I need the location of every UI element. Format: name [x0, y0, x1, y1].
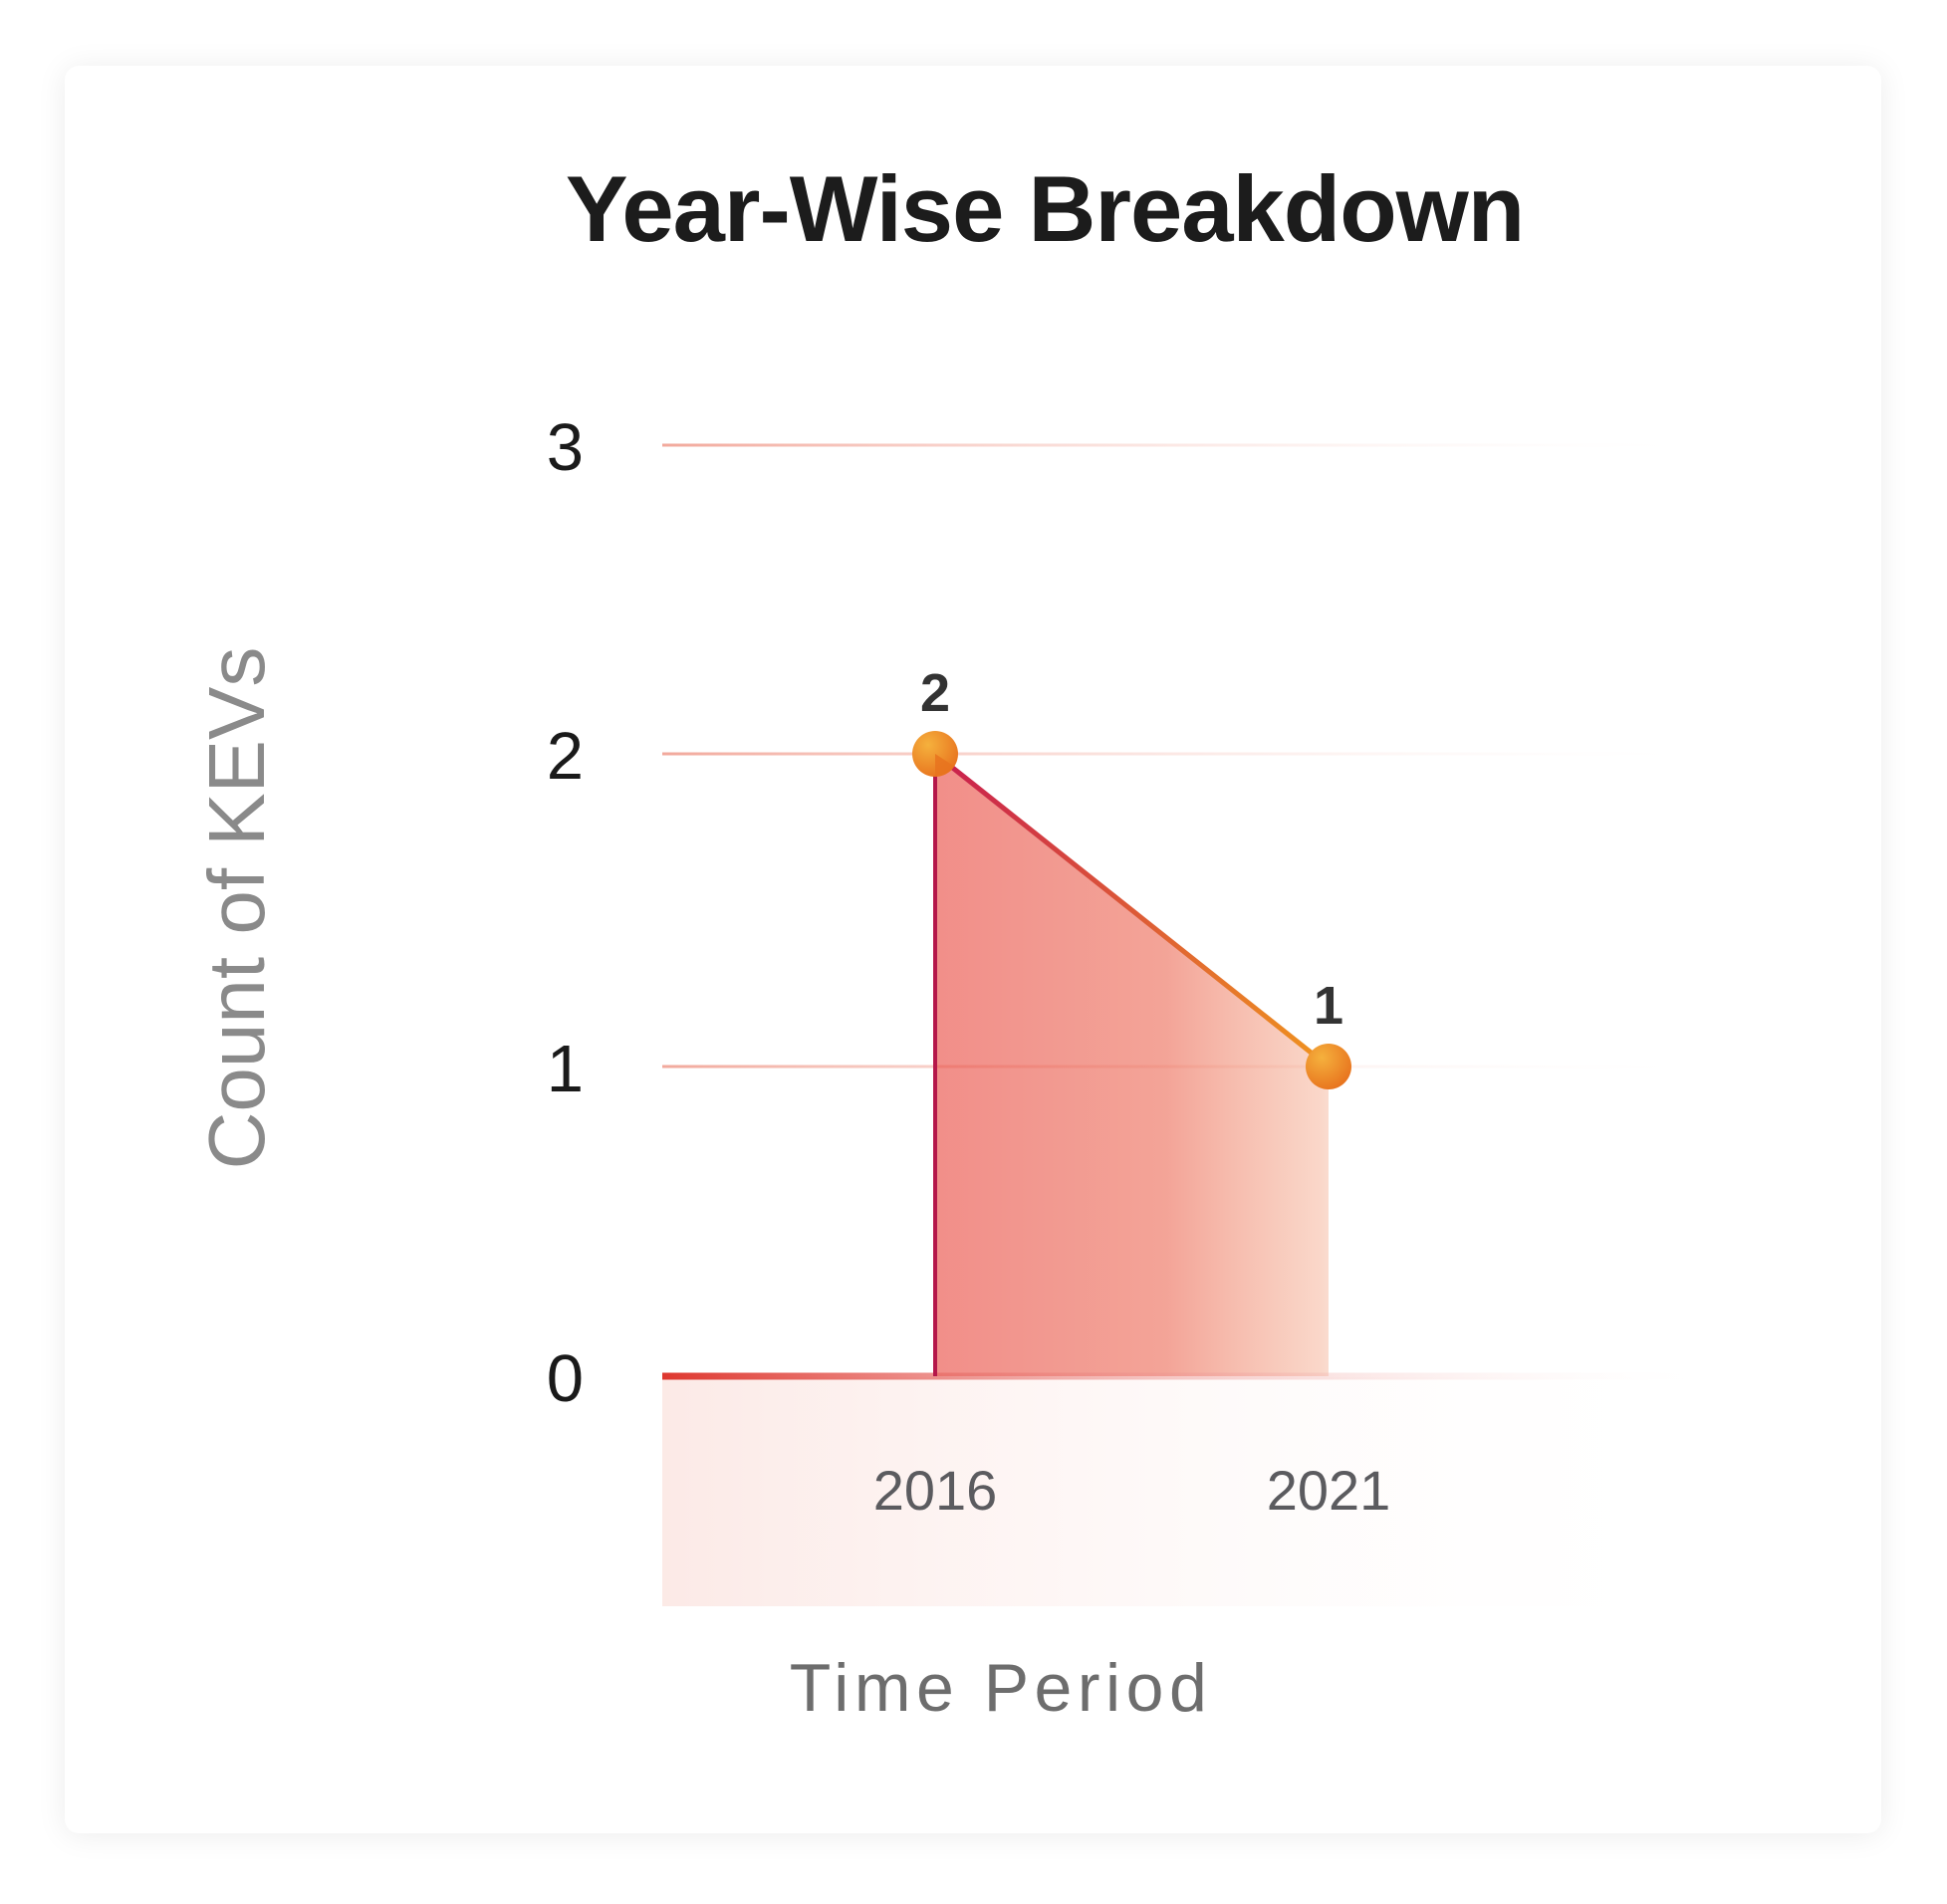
svg-text:2016: 2016 — [873, 1459, 998, 1522]
svg-text:0: 0 — [547, 1341, 584, 1416]
svg-text:1: 1 — [1314, 976, 1343, 1036]
svg-text:3: 3 — [547, 410, 584, 485]
svg-text:2021: 2021 — [1267, 1459, 1391, 1522]
svg-text:1: 1 — [547, 1032, 584, 1106]
svg-text:2: 2 — [920, 663, 950, 723]
svg-text:Time Period: Time Period — [790, 1650, 1213, 1726]
svg-text:Count of KEVs: Count of KEVs — [192, 647, 281, 1170]
svg-text:2: 2 — [547, 719, 584, 794]
